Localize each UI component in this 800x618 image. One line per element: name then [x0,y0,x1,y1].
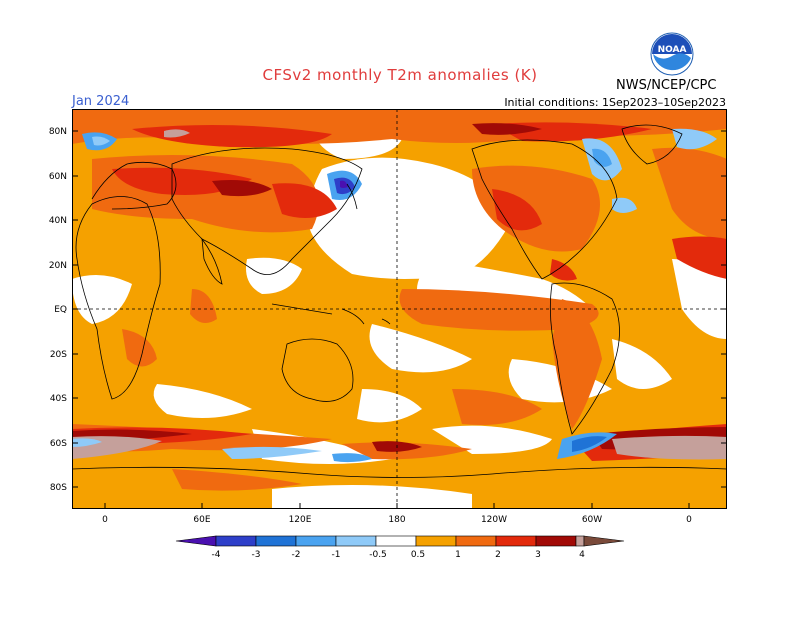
colorbar-label: 2 [495,550,501,560]
lon-ticks [104,503,690,509]
lat-label: 40N [49,216,67,226]
lat-label: 20N [49,261,67,271]
colorbar-p1-p2 [455,535,497,547]
colorbar-m4-m3 [215,535,257,547]
colorbar-label: -0.5 [369,550,387,560]
lat-label: 20S [50,350,67,360]
lat-labels: 80N 60N 40N 20N EQ 20S 40S 60S 80S [49,127,67,493]
colorbar-p05-p1 [415,535,457,547]
lat-label: 40S [50,394,67,404]
lon-label: 60E [193,515,210,525]
colorbar-label: -1 [332,550,341,560]
colorbar-m2-m1 [295,535,337,547]
noaa-logo: NOAA [650,32,694,76]
lat-label: 80N [49,127,67,137]
lat-ticks [72,130,727,488]
anomaly-above-4 [72,129,727,460]
colorbar-gt-p4 [583,535,625,547]
lon-label: 180 [388,515,405,525]
colorbar-label: 4 [579,550,585,560]
coastlines [72,124,727,478]
colorbar-label: -3 [252,550,261,560]
colorbar-labels: -4 -3 -2 -1 -0.5 0.5 1 2 3 4 [212,550,586,560]
colorbar-label: 0.5 [411,550,425,560]
anomaly-map [72,109,727,509]
lon-label: 60W [582,515,602,525]
colorbar-p3-p4 [535,535,577,547]
colorbar-m3-m2 [255,535,297,547]
lat-label: 60N [49,172,67,182]
noaa-logo-text: NOAA [658,45,687,55]
initial-conditions: Initial conditions: 1Sep2023–10Sep2023 [504,96,726,109]
lon-label: 120E [289,515,312,525]
agency-label: NWS/NCEP/CPC [616,78,717,93]
colorbar-label: -2 [292,550,301,560]
colorbar-lt-m4 [175,535,217,547]
colorbar-p2-p3 [495,535,537,547]
lat-label: EQ [54,305,67,315]
colorbar-label: 3 [535,550,541,560]
valid-month: Jan 2024 [72,94,130,109]
map-title: CFSv2 monthly T2m anomalies (K) [262,66,538,84]
lat-label: 80S [50,483,67,493]
colorbar-neutral [375,535,417,547]
color-bar [175,535,625,547]
lon-label: 0 [686,515,692,525]
colorbar-label: 1 [455,550,461,560]
colorbar-m1-m05 [335,535,377,547]
lat-label: 60S [50,439,67,449]
negative-anomalies [72,128,717,463]
lon-label: 0 [102,515,108,525]
colorbar-label: -4 [212,550,221,560]
lon-labels: 0 60E 120E 180 120W 60W 0 [102,515,692,525]
colorbar-p4-p5 [575,535,585,547]
lon-label: 120W [481,515,507,525]
